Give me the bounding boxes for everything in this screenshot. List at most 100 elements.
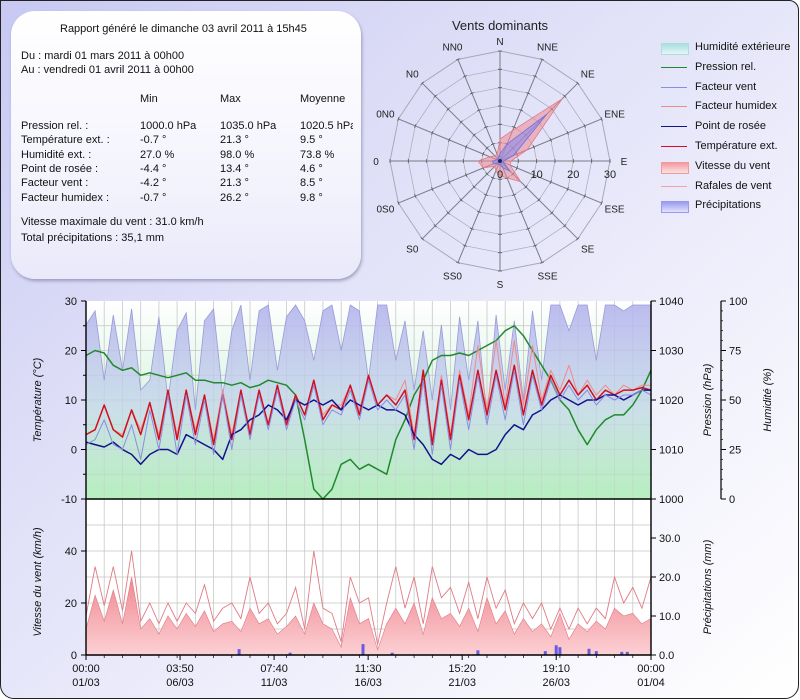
- legend-label: Humidité extérieure: [695, 41, 791, 53]
- stat-avg: 4.6 °: [300, 162, 323, 175]
- rose-direction-label: S0: [406, 245, 419, 256]
- rose-spoke-tick: [469, 227, 474, 230]
- rose-spoke-tick: [485, 146, 489, 150]
- rose-direction-label: N: [496, 37, 503, 48]
- y-tick-label: 20: [65, 346, 77, 358]
- wind-rose-title: Vents dominants: [452, 18, 549, 33]
- stat-min: 27.0 %: [140, 148, 175, 161]
- rose-direction-label: NN0: [442, 42, 462, 53]
- rose-spoke-tick: [433, 224, 437, 228]
- legend-label: Vitesse du vent: [695, 159, 771, 172]
- max-wind-text: Vitesse maximale du vent : 31.0 km/h: [21, 216, 204, 228]
- legend-line-swatch: [661, 66, 687, 68]
- stat-label: Pression rel. :: [21, 120, 89, 132]
- stat-min: -4.2 °: [140, 177, 167, 190]
- rose-spoke-tick: [397, 201, 400, 206]
- stat-min: -4.4 °: [140, 162, 167, 175]
- precip-tick-label: 0.0: [659, 650, 674, 662]
- stat-avg: 73.8 %: [300, 148, 335, 161]
- stat-max: 98.0 %: [220, 148, 255, 161]
- stat-min: -0.7 °: [140, 191, 167, 204]
- rose-radial-tick-label: 20: [567, 169, 579, 181]
- rose-spoke-tick: [420, 81, 424, 85]
- y-tick-label: 30: [65, 296, 77, 308]
- rose-spoke-tick: [549, 180, 552, 185]
- stat-max: 21.3 °: [220, 177, 249, 190]
- x-tick-time-label: 11:30: [355, 663, 382, 675]
- legend-line-swatch: [661, 126, 687, 128]
- rose-spoke-tick: [533, 75, 538, 78]
- precip-bar: [361, 644, 365, 655]
- rose-spoke-tick: [431, 130, 434, 135]
- rose-spoke-tick: [459, 198, 463, 202]
- stat-label: Facteur vent :: [21, 177, 89, 190]
- weather-timeseries-chart: -100102030100010101020103010400255075100…: [32, 296, 774, 689]
- col-header-min: Min: [140, 93, 158, 105]
- rose-center: [498, 159, 502, 163]
- rose-spoke-tick: [512, 193, 517, 196]
- y3-tick-label: 100: [729, 296, 747, 308]
- legend-line-swatch: [661, 106, 687, 108]
- y-tick-label: -10: [61, 494, 77, 506]
- series-vitesse-du-vent: [85, 576, 652, 656]
- rose-spoke-tick: [566, 187, 569, 192]
- x-tick-time-label: 00:00: [637, 663, 665, 675]
- legend-label: Précipitations: [695, 199, 762, 212]
- precip-bar: [594, 651, 598, 655]
- legend-label: Pression rel.: [695, 60, 757, 73]
- precip-tick-label: 20.0: [659, 572, 680, 584]
- rose-direction-label: NNE: [537, 42, 558, 53]
- x-tick-time-label: 15:20: [448, 663, 476, 675]
- rose-spoke-tick: [526, 92, 531, 95]
- rose-spoke-tick: [465, 173, 468, 178]
- rose-spoke-tick: [483, 193, 488, 196]
- series-facteur-vent: [85, 369, 652, 460]
- y3-tick-label: 50: [729, 395, 741, 407]
- precip-bar: [390, 652, 394, 655]
- precip-bar: [237, 649, 241, 655]
- stat-avg: 1020.5 hPa: [300, 120, 353, 132]
- col-header-avg: Moyenne: [300, 93, 346, 105]
- rose-spoke-tick: [549, 137, 552, 142]
- x-tick-date-label: 01/03: [72, 677, 100, 689]
- stat-avg: 8.5 °: [300, 177, 323, 190]
- y3-tick-label: 25: [729, 445, 741, 457]
- rose-spoke-tick: [462, 75, 467, 78]
- col-header-max: Max: [220, 93, 241, 105]
- rose-direction-label: E: [621, 157, 628, 168]
- legend-area-swatch: [661, 43, 689, 55]
- stat-min: 1000.0 hPa: [140, 120, 197, 132]
- report-to: Au : vendredi 01 avril 2011 à 00h00: [21, 64, 194, 76]
- y-axis-title-temperature: Température (°C): [32, 357, 44, 442]
- x-tick-time-label: 07:40: [260, 663, 288, 675]
- rose-spoke-tick: [519, 109, 524, 112]
- stat-avg: 9.8 °: [300, 191, 323, 204]
- rose-spoke-tick: [563, 94, 567, 98]
- rose-spoke-tick: [455, 58, 460, 61]
- y2-tick-label: 1030: [659, 346, 683, 358]
- wind-tick-label: 0: [71, 650, 77, 662]
- x-tick-date-label: 06/03: [166, 677, 194, 689]
- y-tick-label: 10: [65, 395, 77, 407]
- rose-spoke-tick: [490, 142, 495, 146]
- rose-spoke-tick: [476, 109, 481, 112]
- y-axis-title-humidity: Humidité (%): [762, 368, 774, 432]
- legend-line-swatch: [661, 146, 687, 147]
- rose-radial-tick-label: 10: [531, 169, 543, 181]
- precip-bar: [554, 645, 558, 656]
- series-point-de-rosee: [85, 389, 651, 466]
- rose-spoke-tick: [433, 94, 437, 98]
- rose-spoke-tick: [537, 198, 541, 202]
- wind-tick-label: 40: [65, 546, 77, 558]
- rose-spoke-tick: [448, 180, 451, 185]
- precip-bar: [558, 647, 562, 655]
- rose-direction-label: 0S0: [377, 205, 395, 216]
- rose-spoke-tick: [397, 116, 400, 121]
- rose-spoke-tick: [476, 210, 481, 213]
- rose-spoke-tick: [576, 81, 580, 85]
- rose-direction-label: N0: [406, 69, 419, 80]
- precip-bar: [476, 650, 480, 655]
- rose-spoke-tick: [490, 176, 495, 180]
- x-tick-time-label: 00:00: [72, 663, 100, 675]
- x-tick-date-label: 11/03: [261, 677, 288, 689]
